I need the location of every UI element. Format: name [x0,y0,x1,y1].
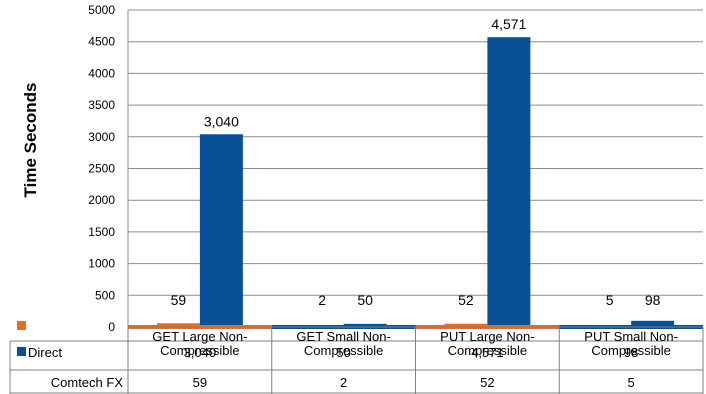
bar-direct [487,37,531,327]
y-axis-label: Time Seconds [21,83,40,198]
category-label: Compressible [160,343,239,358]
data-label: 52 [458,292,474,308]
table-cell: 4,571 [471,345,504,360]
category-label: PUT Small Non- [584,329,678,344]
category-label: GET Small Non- [296,329,390,344]
y-tick-label: 4000 [88,66,115,80]
category-label: Compressible [448,343,527,358]
bar-direct [631,320,675,327]
table-cell: 50 [336,345,350,360]
y-tick-label: 2000 [88,193,115,207]
data-label: 50 [357,292,373,308]
data-label: 4,571 [491,16,526,32]
table-cell: 5 [628,375,635,390]
category-label: Compressible [591,343,670,358]
category-label: PUT Large Non- [440,329,534,344]
y-tick-label: 3500 [88,98,115,112]
category-label: GET Large Non- [152,329,247,344]
y-tick-label: 2500 [88,162,115,176]
legend-key-comtech-fx [17,321,26,330]
data-label: 2 [318,292,326,308]
y-tick-label: 0 [108,320,115,334]
data-label: 59 [171,292,187,308]
legend-label-direct: Direct [28,345,62,360]
y-tick-label: 4500 [88,35,115,49]
table-cell: 3,040 [184,345,217,360]
legend-label-comtech-fx: Comtech FX [51,375,124,390]
category-label: Compressible [304,343,383,358]
y-tick-label: 500 [95,288,115,302]
y-tick-label: 3000 [88,130,115,144]
y-tick-labels: 0 500 1000 1500 2000 2500 3000 3500 4000 4500 5000 [88,3,115,334]
table-cell: 59 [193,375,207,390]
legend-key-direct [17,347,26,356]
table-cell: 2 [340,375,347,390]
data-label: 98 [645,292,661,308]
y-tick-label: 5000 [88,3,115,17]
y-tick-label: 1500 [88,225,115,239]
y-tick-label: 1000 [88,257,115,271]
bar-direct [199,134,243,327]
data-labels: 59 2 52 5 3,040 50 4,571 98 [171,16,661,308]
bars [128,37,703,329]
table-cell: 52 [480,375,494,390]
data-label: 5 [606,292,614,308]
table-cell: 98 [624,345,638,360]
data-label: 3,040 [204,113,239,129]
